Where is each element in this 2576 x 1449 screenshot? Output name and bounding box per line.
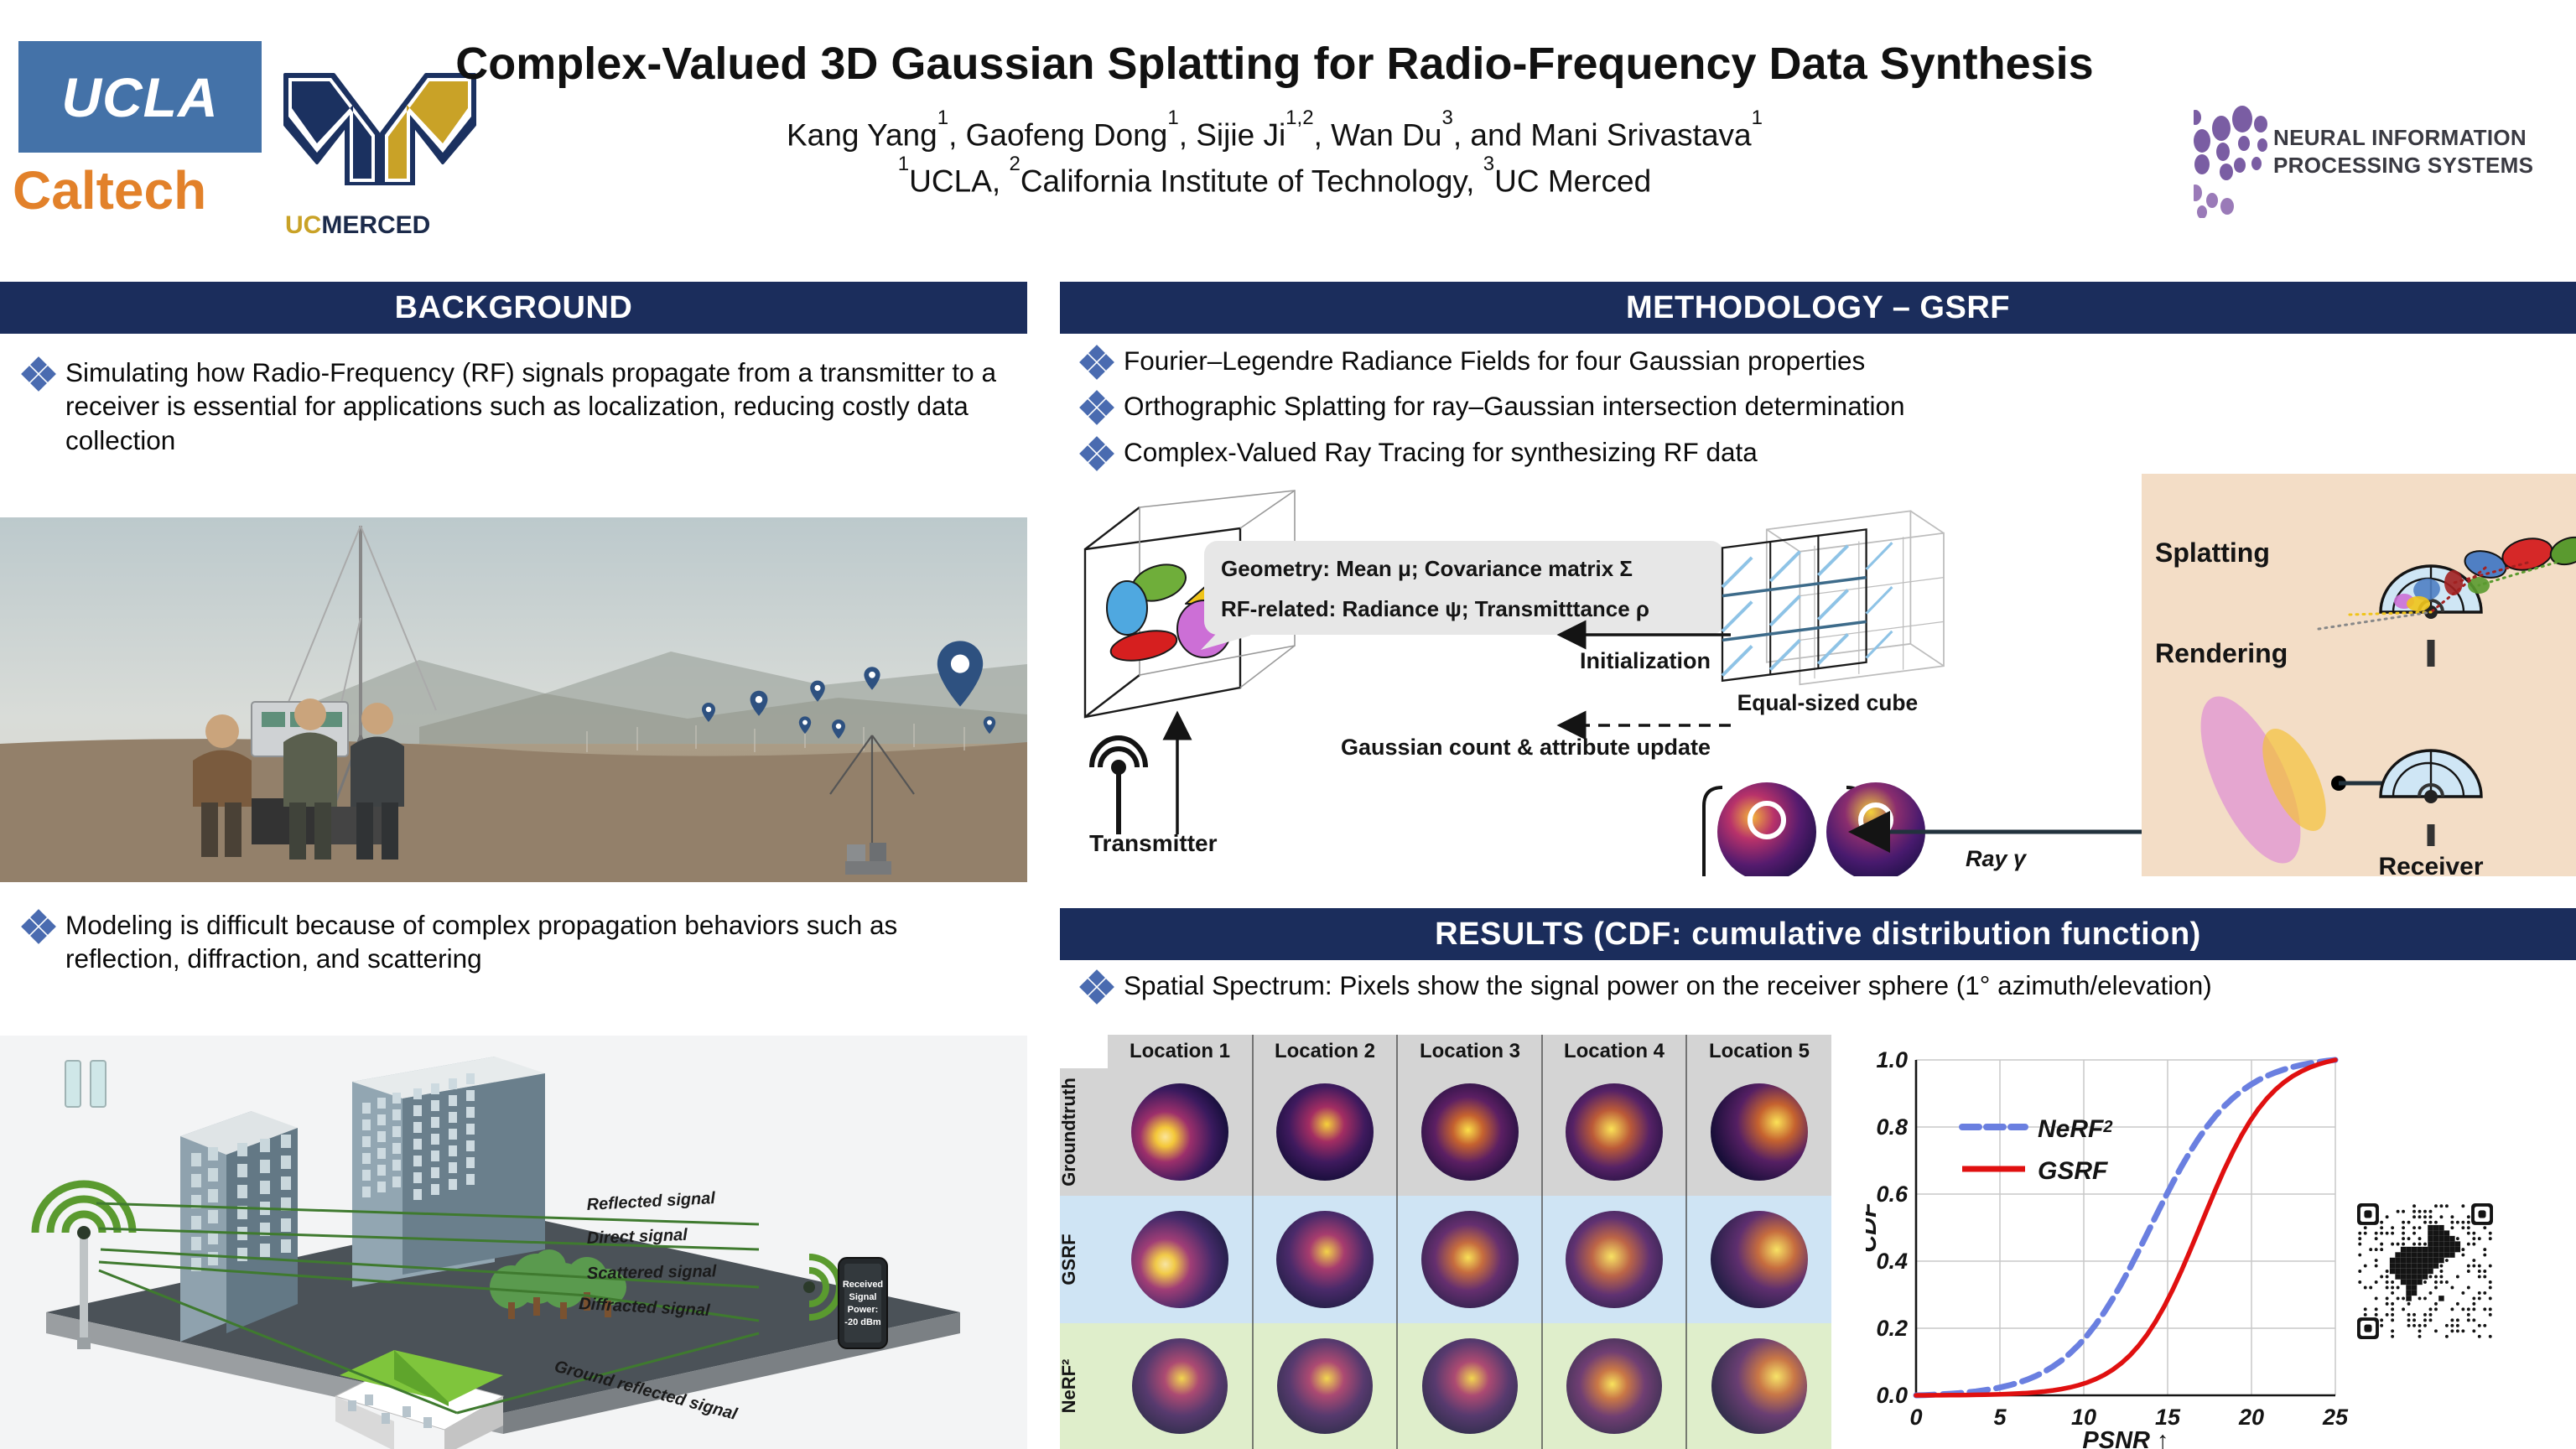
- svg-text:Geometry: Mean μ; Covariance: Geometry: Mean μ; Covariance matrix Σ: [1221, 556, 1633, 581]
- svg-text:Groundtruth: Groundtruth: [1060, 1078, 1079, 1187]
- svg-text:1.0: 1.0: [1876, 1047, 1908, 1072]
- svg-text:Gaussian count & attribute upd: Gaussian count & attribute update: [1341, 735, 1711, 760]
- svg-text:Signal: Signal: [849, 1292, 876, 1302]
- svg-text:Direct signal: Direct signal: [586, 1226, 688, 1248]
- svg-text:GSRF: GSRF: [2038, 1157, 2108, 1185]
- svg-text:15: 15: [2155, 1405, 2181, 1430]
- svg-text:0.2: 0.2: [1876, 1316, 1908, 1341]
- svg-text:5: 5: [1993, 1405, 2007, 1430]
- svg-text:Rendering: Rendering: [2155, 638, 2288, 668]
- svg-text:-20 dBm: -20 dBm: [844, 1317, 881, 1327]
- svg-text:CDF: CDF: [1866, 1202, 1882, 1253]
- svg-text:NeRF2: NeRF2: [2038, 1115, 2112, 1143]
- svg-text:Ray γ: Ray γ: [1966, 846, 2028, 871]
- svg-text:Location 1: Location 1: [1130, 1040, 1230, 1062]
- svg-text:0: 0: [1909, 1405, 1922, 1430]
- svg-text:0.8: 0.8: [1876, 1114, 1908, 1140]
- svg-text:RF-related: Radiance ψ; Transm: RF-related: Radiance ψ; Transmitttance ρ: [1221, 596, 1649, 621]
- svg-text:20: 20: [2238, 1405, 2264, 1430]
- svg-text:Reflected signal: Reflected signal: [586, 1189, 716, 1214]
- svg-text:Receiver: Receiver: [2378, 853, 2483, 876]
- svg-text:Power:: Power:: [848, 1305, 879, 1315]
- svg-text:Transmitter: Transmitter: [1089, 830, 1218, 856]
- svg-text:Equal-sized cube: Equal-sized cube: [1737, 690, 1919, 715]
- svg-text:Received: Received: [843, 1280, 883, 1290]
- svg-text:10: 10: [2071, 1405, 2096, 1430]
- svg-text:Initialization: Initialization: [1580, 648, 1711, 673]
- svg-text:Scattered signal: Scattered signal: [587, 1262, 717, 1283]
- svg-text:GSRF: GSRF: [1060, 1233, 1079, 1285]
- svg-text:PSNR ↑: PSNR ↑: [2082, 1427, 2168, 1449]
- svg-text:NeRF²: NeRF²: [1060, 1359, 1079, 1414]
- svg-text:0.0: 0.0: [1876, 1383, 1908, 1408]
- svg-text:Location 2: Location 2: [1275, 1040, 1375, 1062]
- svg-text:Location 5: Location 5: [1709, 1040, 1810, 1062]
- svg-text:25: 25: [2322, 1405, 2349, 1430]
- svg-text:Location 4: Location 4: [1564, 1040, 1665, 1062]
- svg-text:Location 3: Location 3: [1420, 1040, 1520, 1062]
- svg-text:Splatting: Splatting: [2155, 538, 2270, 568]
